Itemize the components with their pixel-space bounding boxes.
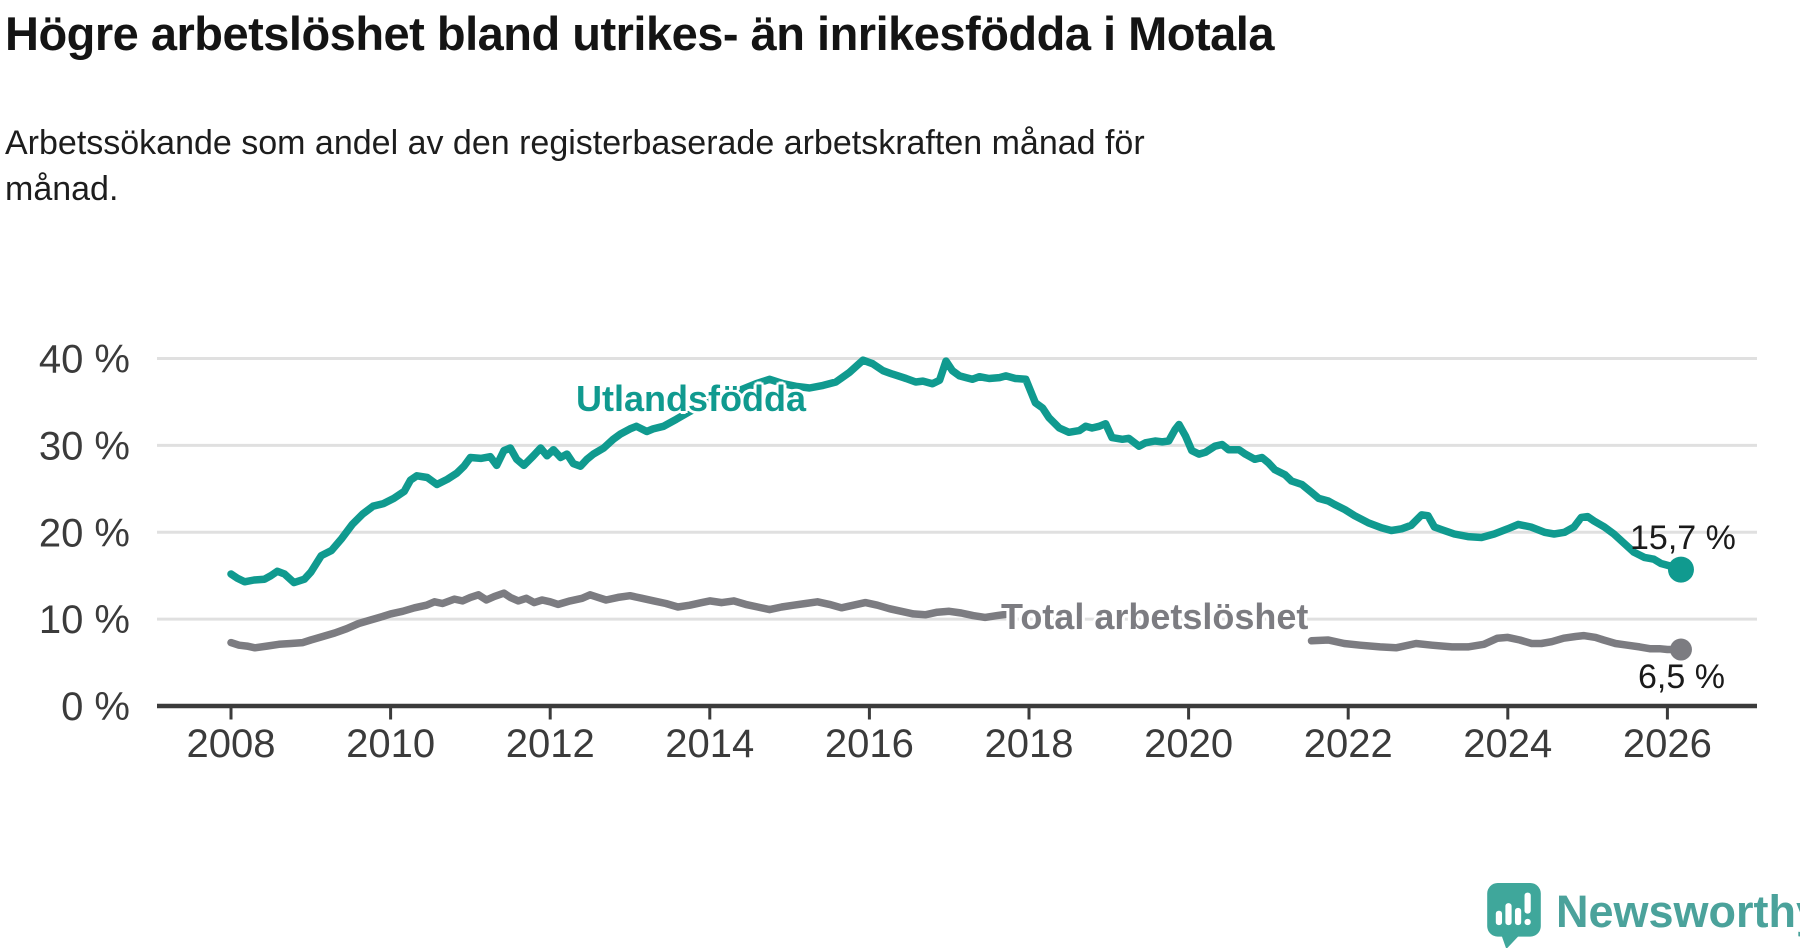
y-tick-label-0: 0 %	[61, 685, 130, 729]
series-line-1-seg-0	[227, 589, 1013, 652]
chart-subtitle-line-2: månad.	[5, 170, 119, 208]
end-value-label-total: 6,5 %	[1638, 658, 1725, 696]
series-label-total-arbetsloshet: Total arbetslöshet	[1001, 596, 1309, 637]
logo-bar-2	[1505, 903, 1512, 926]
series-end-dot-0	[1667, 556, 1694, 583]
chart-subtitle: Arbetssökande som andel av den registerb…	[5, 120, 1145, 212]
end-value-label-utlandsfodda: 15,7 %	[1630, 519, 1736, 557]
series-end-dot-1	[1669, 638, 1692, 661]
series-line-1-seg-1	[1307, 631, 1685, 654]
y-tick-label-20: 20 %	[39, 511, 130, 555]
logo-bar-1	[1495, 910, 1503, 926]
x-axis	[157, 703, 1757, 720]
y-tick-label-30: 30 %	[39, 424, 130, 468]
axis-tick-labels: 0 % 10 % 20 % 30 % 40 % 2008 2010 2012 2014 2016 2…	[39, 338, 1712, 767]
x-tick-label-2018: 2018	[985, 722, 1074, 766]
x-tick-label-2010: 2010	[346, 722, 435, 766]
logo-exclamation-bar	[1524, 892, 1531, 914]
x-tick-label-2014: 2014	[665, 722, 754, 766]
y-tick-label-40: 40 %	[39, 338, 130, 382]
x-tick-label-2020: 2020	[1144, 722, 1233, 766]
chart-title: Högre arbetslöshet bland utrikes- än inr…	[5, 7, 1275, 60]
logo-bar-3	[1514, 907, 1522, 926]
newsworthy-logo-text: Newsworthy	[1556, 886, 1800, 937]
x-tick-label-2024: 2024	[1463, 722, 1552, 766]
x-tick-label-2026: 2026	[1623, 722, 1712, 766]
logo-exclamation-dot	[1524, 918, 1531, 926]
x-tick-label-2016: 2016	[825, 722, 914, 766]
x-tick-label-2008: 2008	[187, 722, 276, 766]
series-label-utlandsfodda: Utlandsfödda	[576, 378, 806, 419]
x-tick-label-2012: 2012	[506, 722, 595, 766]
newsworthy-logo-icon	[1487, 883, 1541, 948]
data-series-lines	[227, 356, 1694, 661]
x-tick-label-2022: 2022	[1304, 722, 1393, 766]
series-line-0-seg-0	[227, 356, 1685, 587]
newsworthy-brand: Newsworthy	[1487, 883, 1800, 948]
y-tick-label-10: 10 %	[39, 598, 130, 642]
gridlines	[157, 357, 1757, 621]
chart-subtitle-line-1: Arbetssökande som andel av den registerb…	[5, 124, 1145, 162]
